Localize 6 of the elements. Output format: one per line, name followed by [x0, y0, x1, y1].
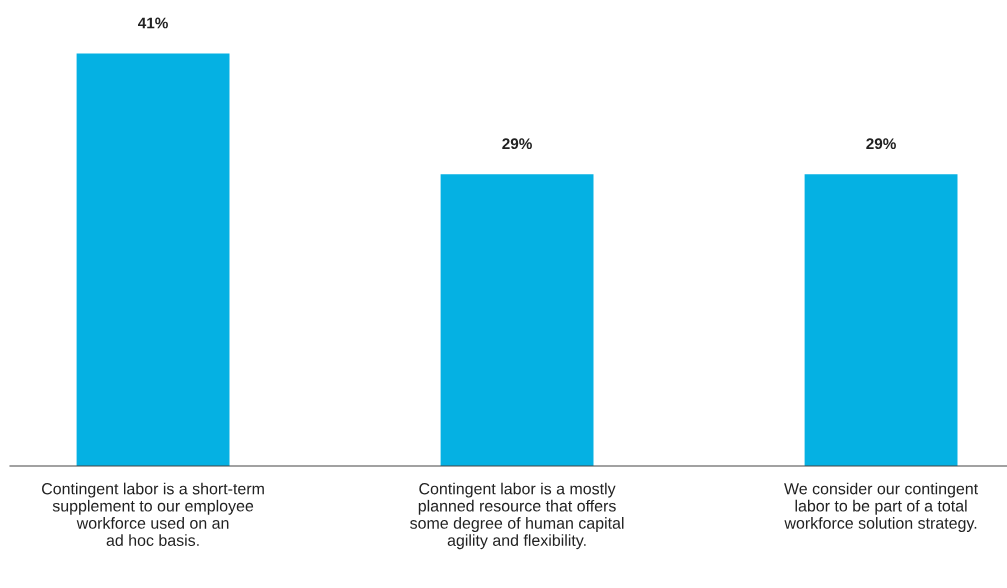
- x-tick-label: We consider our contingent labor to be part of a total workforce solution strategy.: [784, 482, 979, 532]
- x-tick-label: Contingent labor is a mostly planned resource that offers some degree of human capital agility and flexibility.: [410, 482, 624, 550]
- data-label: 29%: [866, 138, 896, 150]
- data-label: 29%: [502, 138, 532, 150]
- data-label: 41%: [138, 17, 168, 29]
- x-tick-label: Contingent labor is a short-term supplement to our employee workforce used on an ad hoc basis.: [42, 482, 264, 547]
